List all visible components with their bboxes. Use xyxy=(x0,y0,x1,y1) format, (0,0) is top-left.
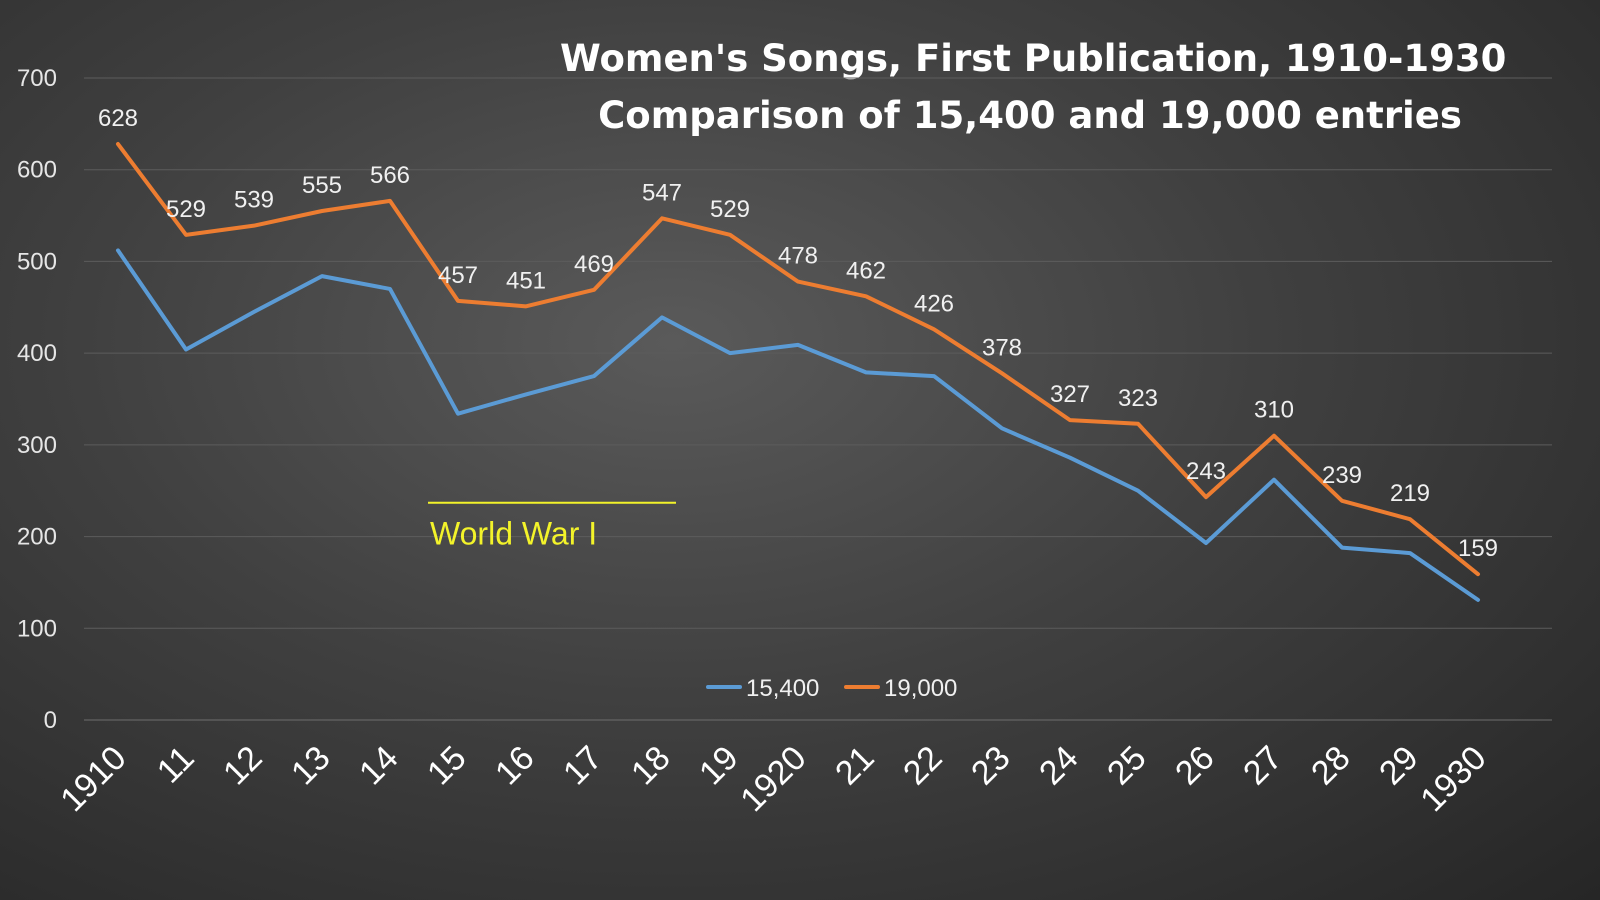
x-tick-label: 21 xyxy=(828,739,882,793)
x-tick-label: 17 xyxy=(556,739,610,793)
data-label: 539 xyxy=(234,187,274,214)
y-tick-label: 700 xyxy=(17,65,57,92)
x-tick-label: 19 xyxy=(692,739,746,793)
data-label: 628 xyxy=(98,105,138,132)
x-tick-label: 1920 xyxy=(733,739,813,819)
chart-title: Women's Songs, First Publication, 1910-1… xyxy=(560,37,1507,80)
data-label: 451 xyxy=(506,267,546,294)
data-label: 426 xyxy=(914,290,954,317)
x-tick-label: 29 xyxy=(1372,739,1426,793)
x-tick-label: 16 xyxy=(488,739,542,793)
gridlines xyxy=(84,77,1552,721)
data-label: 529 xyxy=(166,196,206,223)
x-tick-label: 12 xyxy=(216,739,270,793)
x-tick-label: 14 xyxy=(352,739,406,793)
data-label: 566 xyxy=(370,162,410,189)
x-tick-label: 26 xyxy=(1168,739,1222,793)
data-label: 239 xyxy=(1322,462,1362,489)
y-tick-label: 600 xyxy=(17,157,57,184)
data-label: 323 xyxy=(1118,385,1158,412)
x-tick-label: 15 xyxy=(420,739,474,793)
series-line-15400 xyxy=(116,248,1480,602)
x-tick-label: 25 xyxy=(1100,739,1154,793)
x-tick-label: 11 xyxy=(150,739,202,791)
y-tick-label: 0 xyxy=(44,707,57,734)
data-label: 478 xyxy=(778,243,818,270)
y-axis: 0 100 200 300 400 500 600 700 xyxy=(17,65,57,734)
data-labels: 628 529 539 555 566 457 451 469 547 529 478 462 426 3… xyxy=(98,105,1498,562)
annotation: World War I xyxy=(428,501,676,552)
data-label: 378 xyxy=(982,334,1022,361)
data-label: 462 xyxy=(846,257,886,284)
x-tick-label: 13 xyxy=(284,739,338,793)
x-tick-label: 28 xyxy=(1304,739,1358,793)
x-tick-label: 22 xyxy=(896,739,950,793)
data-label: 555 xyxy=(302,172,342,199)
x-tick-label: 1930 xyxy=(1413,739,1493,819)
chart-subtitle: Comparison of 15,400 and 19,000 entries xyxy=(598,94,1462,137)
legend: 15,400 19,000 xyxy=(706,675,957,702)
x-tick-label: 1910 xyxy=(53,739,133,819)
data-label: 547 xyxy=(642,179,682,206)
x-tick-label: 18 xyxy=(624,739,678,793)
series-line-19000 xyxy=(116,142,1480,577)
data-label: 159 xyxy=(1458,535,1498,562)
data-label: 243 xyxy=(1186,458,1226,485)
data-label: 529 xyxy=(710,196,750,223)
legend-label: 15,400 xyxy=(746,675,819,702)
y-tick-label: 300 xyxy=(17,432,57,459)
x-tick-label: 24 xyxy=(1032,739,1086,793)
x-tick-label: 27 xyxy=(1236,739,1290,793)
y-tick-label: 500 xyxy=(17,248,57,275)
data-label: 327 xyxy=(1050,381,1090,408)
y-tick-label: 200 xyxy=(17,524,57,551)
data-label: 310 xyxy=(1254,397,1294,424)
y-tick-label: 100 xyxy=(17,615,57,642)
annotation-label: World War I xyxy=(430,516,597,552)
data-label: 469 xyxy=(574,251,614,278)
x-tick-label: 23 xyxy=(964,739,1018,793)
series-lines xyxy=(116,142,1480,602)
chart-title-block: Women's Songs, First Publication, 1910-1… xyxy=(560,30,1507,144)
data-label: 457 xyxy=(438,262,478,289)
data-label: 219 xyxy=(1390,480,1430,507)
legend-label: 19,000 xyxy=(884,675,957,702)
y-tick-label: 400 xyxy=(17,340,57,367)
